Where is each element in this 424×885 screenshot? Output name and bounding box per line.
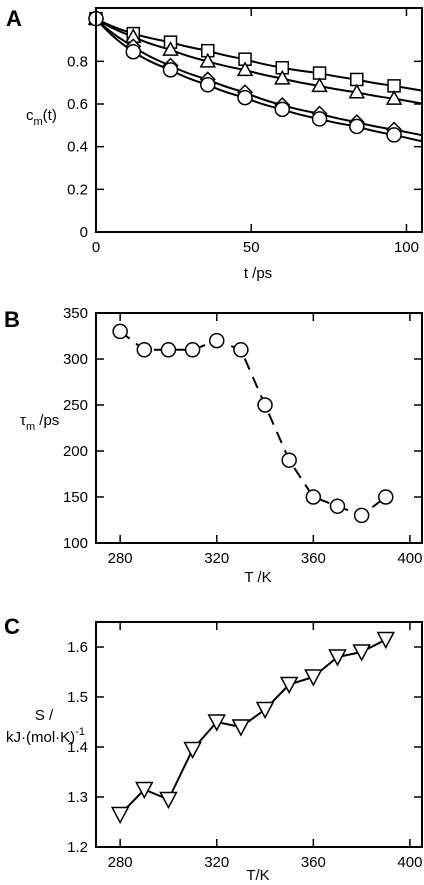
panel-b-y-tick-label: 150 <box>63 489 88 506</box>
panel-c-series-1-point <box>110 806 130 825</box>
panel-c-series-1-point <box>376 631 396 650</box>
panel-b-series-1-point <box>136 342 153 358</box>
panel-c-series-1-point <box>231 719 251 737</box>
panel-b-series-1-point <box>281 452 297 468</box>
panel-b-x-tick-label: 400 <box>397 550 422 567</box>
panel-a: A cm(t) t /ps 0 50 100 0 0.2 0.4 0.6 0.8 <box>6 6 423 282</box>
panel-c-y-tick-label: 1.3 <box>67 789 88 806</box>
panel-c-x-tick-label: 400 <box>397 854 422 871</box>
panel-b-y-tick-label: 300 <box>63 351 88 368</box>
panel-c-series-1-point <box>159 791 178 810</box>
panel-a-series-1-point <box>387 79 401 93</box>
panel-b: B τm /ps T /K 280 320 360 400 100 150 200 250 30… <box>4 305 423 586</box>
panel-b-y-tick-label: 200 <box>63 443 88 460</box>
panel-c-x-tick-label: 280 <box>108 854 133 871</box>
panel-c-y-axis-label-line1: S / <box>35 707 54 724</box>
panel-b-series-1-line <box>119 330 387 517</box>
panel-b-series-1-point <box>329 498 346 514</box>
panel-b-series-1-point <box>160 342 177 358</box>
panel-b-letter: B <box>4 307 20 332</box>
panel-a-y-tick-label: 0.6 <box>67 96 88 113</box>
panel-a-series-2-point <box>385 90 403 105</box>
panel-c-x-tick-label: 360 <box>301 854 326 871</box>
panel-b-series-1-point <box>184 342 201 358</box>
panel-a-series-4-point <box>311 111 328 127</box>
panel-a-plot: 0 50 100 0 0.2 0.4 0.6 0.8 <box>67 7 423 256</box>
panel-c-x-axis-label: T/K <box>246 867 269 884</box>
panel-c-series-1-point <box>255 701 275 720</box>
panel-b-x-tick-label: 280 <box>108 550 133 567</box>
panel-c-y-tick-label: 1.2 <box>67 839 88 856</box>
panel-a-y-tick-label: 0 <box>80 224 88 241</box>
panel-c-series-1-point <box>328 649 347 667</box>
panel-c-series-1-point <box>135 781 154 800</box>
panel-a-series-4-point <box>274 101 291 118</box>
panel-c-series-1-point <box>352 644 371 662</box>
panel-b-plot: 280 320 360 400 100 150 200 250 300 350 <box>63 305 423 567</box>
panel-c-y-tick-label: 1.4 <box>67 739 88 756</box>
panel-c-axes-frame <box>95 621 423 848</box>
panel-a-x-tick-label: 0 <box>92 239 100 256</box>
panel-a-series-2-point <box>348 83 366 99</box>
panel-b-x-axis-label: T /K <box>244 569 271 586</box>
panel-a-x-axis-label: t /ps <box>244 265 272 282</box>
panel-b-y-axis-label: τm /ps <box>20 412 59 433</box>
panel-c: C S / kJ·(mol·K)-1 T/K 280 320 360 400 1.2 1.… <box>4 614 423 884</box>
panel-b-series-1-point <box>208 332 225 349</box>
panel-b-x-tick-label: 360 <box>301 550 326 567</box>
panel-a-series-2-point <box>236 61 254 77</box>
panel-c-series-1-point <box>183 741 202 760</box>
panel-b-series-1-point <box>305 489 322 505</box>
panel-b-axes-frame <box>95 312 423 544</box>
panel-a-series-4-point <box>237 89 253 106</box>
panel-b-series-1-point <box>353 507 370 524</box>
panel-a-axes-frame <box>95 7 423 233</box>
panel-c-y-tick-label: 1.6 <box>67 639 88 656</box>
panel-a-series-2-point <box>274 69 291 85</box>
panel-c-y-tick-label: 1.5 <box>67 689 88 706</box>
panel-a-x-tick-label: 50 <box>243 239 260 256</box>
panel-c-series-1-point <box>279 676 299 695</box>
panel-a-x-tick-label: 100 <box>394 239 419 256</box>
panel-b-y-tick-label: 250 <box>63 397 88 414</box>
panel-a-y-tick-label: 0.4 <box>67 139 88 156</box>
panel-a-series-1-point <box>350 72 364 87</box>
panel-a-y-tick-label: 0.2 <box>67 181 88 198</box>
panel-a-series-1-point <box>312 66 327 80</box>
panel-a-series-2-point <box>311 77 328 93</box>
panel-a-series-2-point <box>199 52 217 68</box>
panel-a-y-tick-label: 0.8 <box>67 53 88 70</box>
panel-a-series-4-point <box>349 118 365 135</box>
panel-b-y-tick-label: 350 <box>63 305 88 322</box>
panel-a-series-2-point <box>162 41 179 56</box>
panel-b-series-1-point <box>378 489 394 505</box>
panel-a-y-axis-label: cm(t) <box>26 107 57 128</box>
panel-a-series-4-point <box>200 77 216 93</box>
panel-a-series-4-point <box>125 43 142 60</box>
panel-c-series-1-line <box>119 638 387 816</box>
panel-b-x-tick-label: 320 <box>204 550 229 567</box>
panel-c-series-1-point <box>207 714 226 732</box>
panel-c-series-1-point <box>304 669 323 687</box>
panel-c-plot: 280 320 360 400 1.2 1.3 1.4 1.5 1.6 <box>67 621 423 871</box>
panel-b-series-1-point <box>233 342 249 358</box>
panel-c-letter: C <box>4 614 20 639</box>
panel-a-series-4-point <box>386 127 402 143</box>
panel-c-x-tick-label: 320 <box>204 854 229 871</box>
panel-a-letter: A <box>6 6 22 31</box>
panel-a-series-4-point <box>162 62 179 78</box>
panel-b-series-1-point <box>257 397 273 413</box>
panel-b-y-tick-label: 100 <box>63 535 88 552</box>
panel-a-series-2-line <box>95 17 423 105</box>
panel-c-y-axis-label-line2: kJ·(mol·K)-1 <box>6 726 85 746</box>
panel-b-series-1-point <box>112 323 128 340</box>
